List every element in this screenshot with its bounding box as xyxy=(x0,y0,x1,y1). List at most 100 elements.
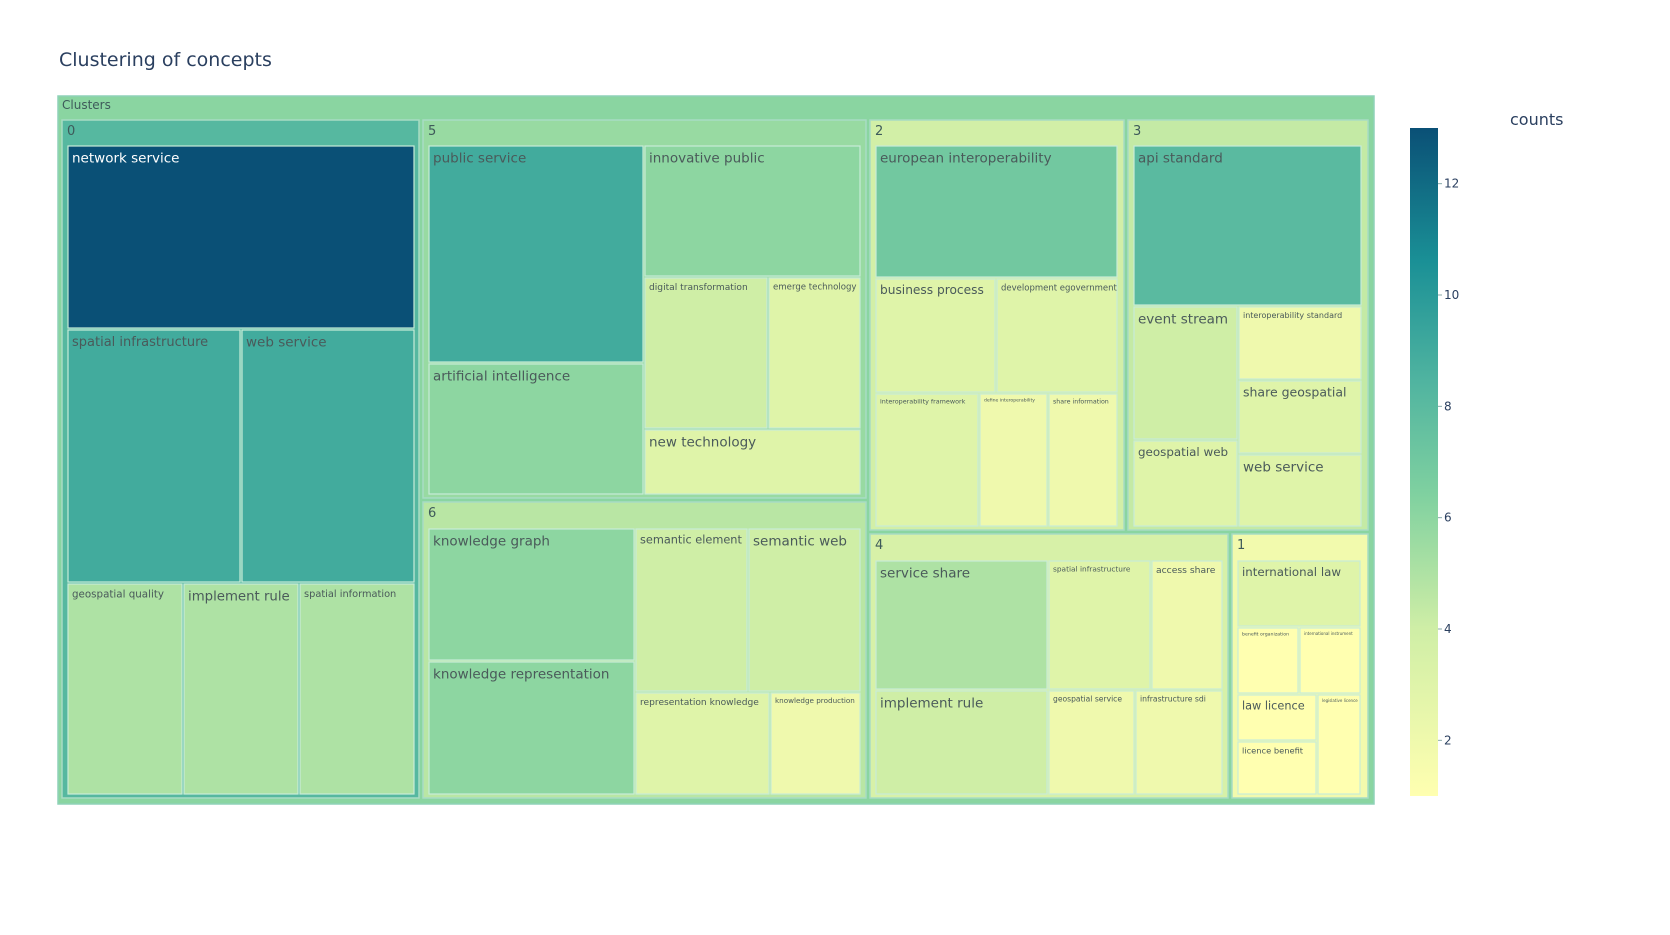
tile-5-artificial-intelligence[interactable] xyxy=(428,363,644,495)
tile-6-knowledge-production[interactable] xyxy=(770,692,861,795)
tile-label-5-emerge-technology: emerge technology xyxy=(773,283,857,293)
tile-label-4-implement-rule: implement rule xyxy=(880,696,983,712)
tile-label-1-legislative-licence: legislative licence xyxy=(1322,698,1358,703)
cluster-2-label: 2 xyxy=(875,124,883,139)
tile-0-geospatial-quality[interactable] xyxy=(67,583,183,795)
colorbar-tick-2: 2 xyxy=(1444,733,1452,747)
tile-2-share-information[interactable] xyxy=(1048,393,1118,527)
tile-label-4-geospatial-service: geospatial service xyxy=(1053,695,1122,704)
tile-label-2-european-interoperability: european interoperability xyxy=(880,151,1052,167)
tile-label-6-semantic-web: semantic web xyxy=(753,534,847,550)
tile-3-interoperability-standard[interactable] xyxy=(1238,306,1362,380)
tile-2-define-interoperability[interactable] xyxy=(979,393,1048,527)
tile-label-1-benefit-organization: benefit organization xyxy=(1242,632,1289,638)
tile-1-licence-benefit[interactable] xyxy=(1237,741,1317,795)
colorbar-tick-12: 12 xyxy=(1444,177,1459,191)
tile-0-web-service[interactable] xyxy=(241,329,415,583)
tile-label-0-network-service: network service xyxy=(72,151,179,167)
tile-5-digital-transformation[interactable] xyxy=(644,277,768,429)
tile-label-6-knowledge-production: knowledge production xyxy=(775,696,855,705)
tile-label-6-knowledge-graph: knowledge graph xyxy=(433,534,550,550)
chart-title: Clustering of concepts xyxy=(59,49,272,71)
tile-label-6-knowledge-representation: knowledge representation xyxy=(433,667,609,683)
tile-2-european-interoperability[interactable] xyxy=(875,145,1118,278)
tile-label-3-web-service: web service xyxy=(1243,460,1324,476)
tile-5-new-technology[interactable] xyxy=(644,429,861,495)
tile-label-0-implement-rule: implement rule xyxy=(188,589,290,604)
treemap-root-label: Clusters xyxy=(62,98,111,112)
tile-2-development-egovernment[interactable] xyxy=(996,278,1118,393)
tile-label-3-interoperability-standard: interoperability standard xyxy=(1243,311,1342,320)
tile-5-emerge-technology[interactable] xyxy=(768,277,861,429)
tile-label-3-event-stream: event stream xyxy=(1138,312,1228,328)
tile-label-2-define-interoperability: define interoperability xyxy=(984,398,1035,404)
tile-0-network-service[interactable] xyxy=(67,145,415,329)
tile-label-1-licence-benefit: licence benefit xyxy=(1242,745,1304,755)
tile-6-knowledge-graph[interactable] xyxy=(428,528,635,661)
tile-0-spatial-infrastructure[interactable] xyxy=(67,329,241,583)
tile-6-semantic-web[interactable] xyxy=(748,528,861,692)
colorbar-tick-8: 8 xyxy=(1444,399,1452,413)
tile-2-business-process[interactable] xyxy=(875,278,996,393)
tile-label-5-public-service: public service xyxy=(433,151,526,167)
tile-1-international-law[interactable] xyxy=(1237,560,1361,627)
cluster-5-label: 5 xyxy=(428,124,436,139)
tile-label-4-service-share: service share xyxy=(880,566,970,582)
tile-label-2-development-egovernment: development egovernment xyxy=(1001,284,1117,294)
tile-label-2-business-process: business process xyxy=(880,283,984,297)
tile-label-5-new-technology: new technology xyxy=(649,435,756,451)
cluster-3-label: 3 xyxy=(1133,124,1141,139)
tile-4-service-share[interactable] xyxy=(875,560,1048,690)
colorbar-tick-4: 4 xyxy=(1444,622,1452,636)
tile-label-4-spatial-infrastructure: spatial infrastructure xyxy=(1053,564,1131,573)
tile-label-0-spatial-information: spatial information xyxy=(304,589,396,600)
tile-1-legislative-licence[interactable] xyxy=(1317,694,1361,795)
tile-label-4-access-share: access share xyxy=(1156,565,1216,576)
tile-label-3-share-geospatial: share geospatial xyxy=(1243,385,1347,400)
cluster-6-label: 6 xyxy=(428,506,436,521)
tile-label-2-interoperability-framework: interoperability framework xyxy=(880,397,966,405)
tile-4-spatial-infrastructure[interactable] xyxy=(1048,560,1151,690)
tile-3-geospatial-web[interactable] xyxy=(1133,440,1238,527)
tile-label-6-representation-knowledge: representation knowledge xyxy=(640,698,759,708)
tile-6-representation-knowledge[interactable] xyxy=(635,692,770,795)
tile-3-event-stream[interactable] xyxy=(1133,306,1238,440)
tile-4-implement-rule[interactable] xyxy=(875,690,1048,795)
tile-1-benefit-organization[interactable] xyxy=(1237,627,1299,694)
tile-5-public-service[interactable] xyxy=(428,145,644,363)
tile-label-3-api-standard: api standard xyxy=(1138,151,1223,167)
tile-5-innovative-public[interactable] xyxy=(644,145,861,277)
tile-label-1-international-law: international law xyxy=(1242,565,1341,579)
tile-label-2-share-information: share information xyxy=(1053,398,1109,405)
tile-label-1-international-instrument: international instrument xyxy=(1304,631,1353,636)
tile-3-share-geospatial[interactable] xyxy=(1238,380,1362,454)
tile-2-interoperability-framework[interactable] xyxy=(875,393,979,527)
tile-label-1-law-licence: law licence xyxy=(1242,699,1305,712)
tile-label-4-infrastructure-sdi: infrastructure sdi xyxy=(1140,695,1206,704)
tile-4-geospatial-service[interactable] xyxy=(1048,690,1135,795)
tile-label-0-spatial-infrastructure: spatial infrastructure xyxy=(72,335,208,350)
tile-4-infrastructure-sdi[interactable] xyxy=(1135,690,1223,795)
tile-label-5-digital-transformation: digital transformation xyxy=(649,283,748,293)
cluster-0-label: 0 xyxy=(67,124,75,139)
tile-6-knowledge-representation[interactable] xyxy=(428,661,635,795)
tile-label-0-geospatial-quality: geospatial quality xyxy=(72,588,164,600)
colorbar-tick-10: 10 xyxy=(1444,288,1459,302)
cluster-1-label: 1 xyxy=(1237,538,1245,553)
tile-3-api-standard[interactable] xyxy=(1133,145,1362,306)
colorbar-title: counts xyxy=(1510,110,1564,129)
tile-1-law-licence[interactable] xyxy=(1237,694,1317,741)
colorbar-tick-6: 6 xyxy=(1444,511,1452,525)
cluster-4-label: 4 xyxy=(875,538,883,553)
tile-4-access-share[interactable] xyxy=(1151,560,1223,690)
tile-label-3-geospatial-web: geospatial web xyxy=(1138,445,1228,459)
tile-label-5-innovative-public: innovative public xyxy=(649,151,765,167)
tile-1-international-instrument[interactable] xyxy=(1299,627,1361,694)
tile-3-web-service[interactable] xyxy=(1238,454,1362,527)
tile-0-implement-rule[interactable] xyxy=(183,583,299,795)
tile-6-semantic-element[interactable] xyxy=(635,528,748,692)
tile-label-5-artificial-intelligence: artificial intelligence xyxy=(433,369,570,385)
tile-0-spatial-information[interactable] xyxy=(299,583,415,795)
tile-label-6-semantic-element: semantic element xyxy=(640,533,742,546)
